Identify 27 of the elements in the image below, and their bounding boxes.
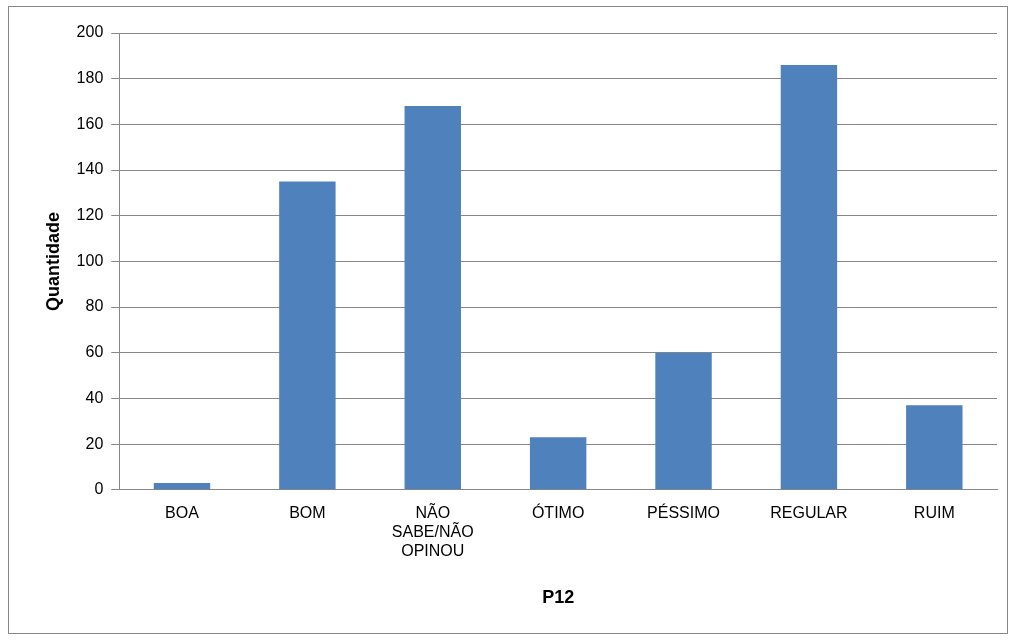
bar	[529, 437, 587, 490]
y-tick-label: 40	[85, 388, 104, 406]
y-tick-label: 180	[76, 69, 104, 87]
x-tick-label: BOA	[165, 503, 200, 521]
y-tick-label: 100	[76, 251, 104, 269]
x-axis-title: P12	[542, 587, 575, 608]
y-tick-label: 80	[85, 297, 104, 315]
y-tick-label: 20	[85, 434, 104, 452]
x-tick-label: ÓTIMO	[531, 502, 585, 521]
bar	[655, 352, 712, 490]
y-tick-label: 60	[85, 343, 104, 361]
y-tick-label: 0	[94, 480, 104, 498]
bar	[906, 405, 963, 490]
y-tick-label: 160	[76, 114, 104, 132]
x-tick-label: RUIM	[913, 503, 955, 521]
x-tick-label: NÃO SABE/NÃO OPINOU	[391, 501, 474, 560]
y-axis-title: Quantidade	[42, 211, 63, 311]
y-tick-label: 120	[76, 206, 104, 224]
y-tick-label: 140	[76, 160, 104, 178]
bar	[404, 106, 461, 490]
bar	[279, 181, 336, 490]
y-tick-label: 200	[76, 23, 104, 41]
x-tick-label: BOM	[289, 503, 326, 521]
x-tick-label: PÉSSIMO	[647, 502, 720, 521]
bar	[153, 482, 211, 490]
x-tick-label: REGULAR	[770, 503, 848, 521]
bar	[780, 64, 838, 490]
